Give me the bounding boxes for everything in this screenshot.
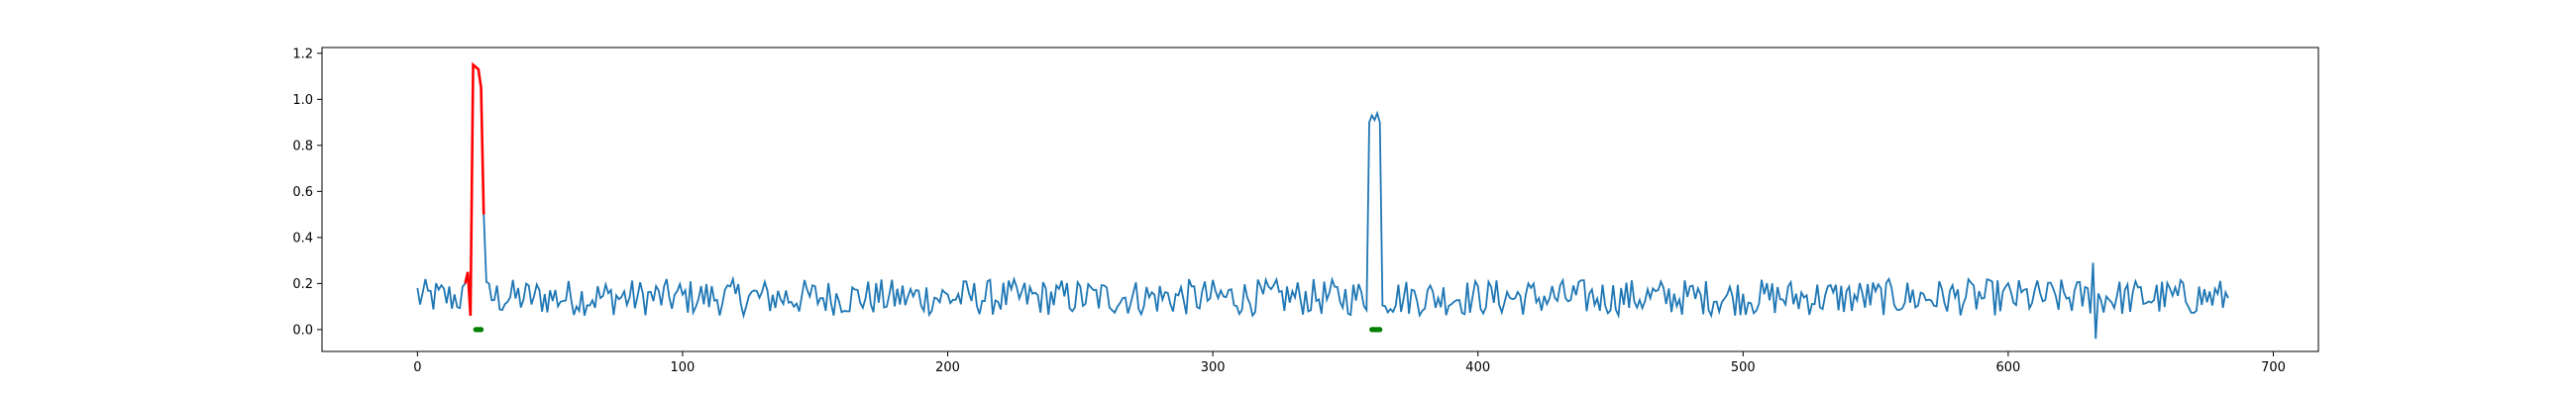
x-tick-label: 200	[935, 360, 960, 375]
y-tick-label: 1.2	[292, 47, 313, 61]
marker-point	[478, 327, 484, 333]
y-tick-label: 0.2	[292, 277, 313, 292]
x-tick-label: 0	[413, 360, 421, 375]
main-series-line	[416, 62, 2229, 340]
x-tick-label: 500	[1731, 360, 1756, 375]
y-axis: 0.0 0.2 0.4 0.6 0.8 1.0 1.2	[292, 47, 322, 338]
y-tick-label: 1.0	[292, 93, 313, 108]
x-tick-label: 100	[671, 360, 696, 375]
y-tick-label: 0.8	[292, 139, 313, 153]
x-axis: 0 100 200 300 400 500 600 700	[413, 351, 2286, 375]
marker-point	[1377, 327, 1383, 333]
series-main-line	[416, 62, 2229, 340]
y-tick-label: 0.4	[292, 231, 313, 246]
x-tick-label: 700	[2261, 360, 2286, 375]
y-tick-label: 0.0	[292, 323, 313, 338]
x-tick-label: 300	[1201, 360, 1226, 375]
series-markers	[473, 327, 1383, 333]
plot-area	[322, 48, 2318, 351]
y-tick-label: 0.6	[292, 185, 313, 200]
series-highlight-line	[464, 61, 485, 317]
x-tick-label: 600	[1995, 360, 2020, 375]
plot-frame	[321, 47, 2319, 352]
highlight-series-line	[464, 61, 485, 317]
x-tick-label: 400	[1465, 360, 1490, 375]
